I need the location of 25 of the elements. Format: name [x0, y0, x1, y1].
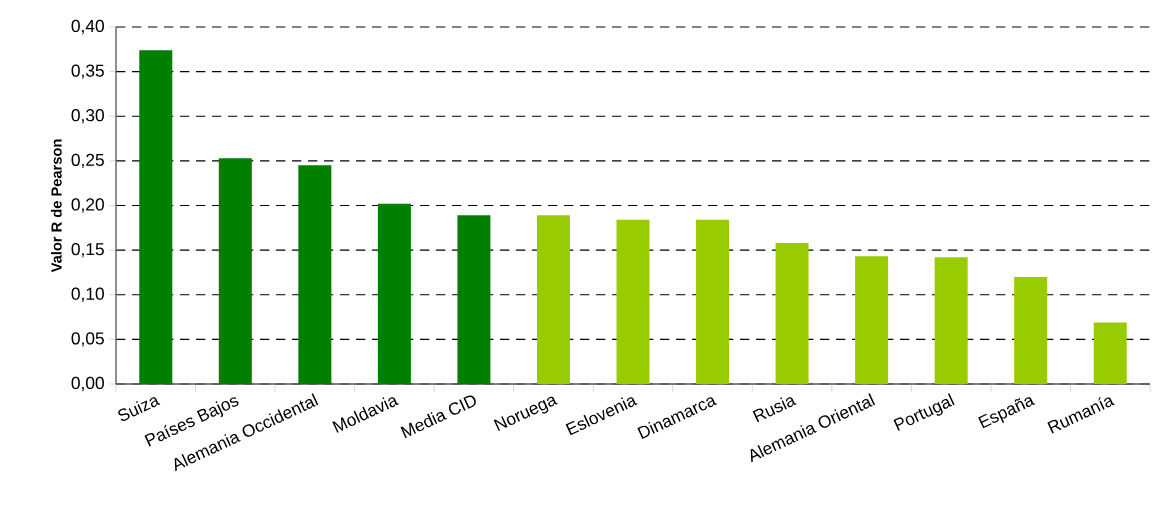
- bar: [855, 256, 889, 384]
- bar: [1014, 276, 1048, 384]
- bar: [934, 257, 968, 384]
- y-tick-label: 0,35: [71, 64, 104, 79]
- y-tick-label: 0,30: [71, 109, 104, 124]
- bar: [298, 165, 332, 384]
- y-tick-label: 0,40: [71, 19, 104, 35]
- y-tick-label: 0,05: [71, 332, 104, 347]
- y-tick-label: 0,00: [71, 376, 104, 392]
- bar: [536, 215, 570, 384]
- y-tick-label: 0,20: [71, 198, 104, 213]
- x-tick-label: Media CID: [400, 395, 476, 439]
- bar: [218, 158, 252, 384]
- bar: [616, 219, 650, 384]
- y-tick-label: 0,15: [71, 242, 104, 258]
- bar: [139, 50, 173, 384]
- bar: [1093, 322, 1127, 384]
- bar: [457, 215, 491, 384]
- bar: [377, 203, 411, 384]
- x-tick-label: Rusia: [752, 397, 797, 423]
- y-tick-label: 0,25: [71, 153, 104, 169]
- y-tick-label: 0,10: [71, 287, 104, 302]
- bar: [696, 219, 730, 384]
- bar: [775, 242, 809, 384]
- y-axis-title: Valor R de Pearson: [50, 139, 62, 273]
